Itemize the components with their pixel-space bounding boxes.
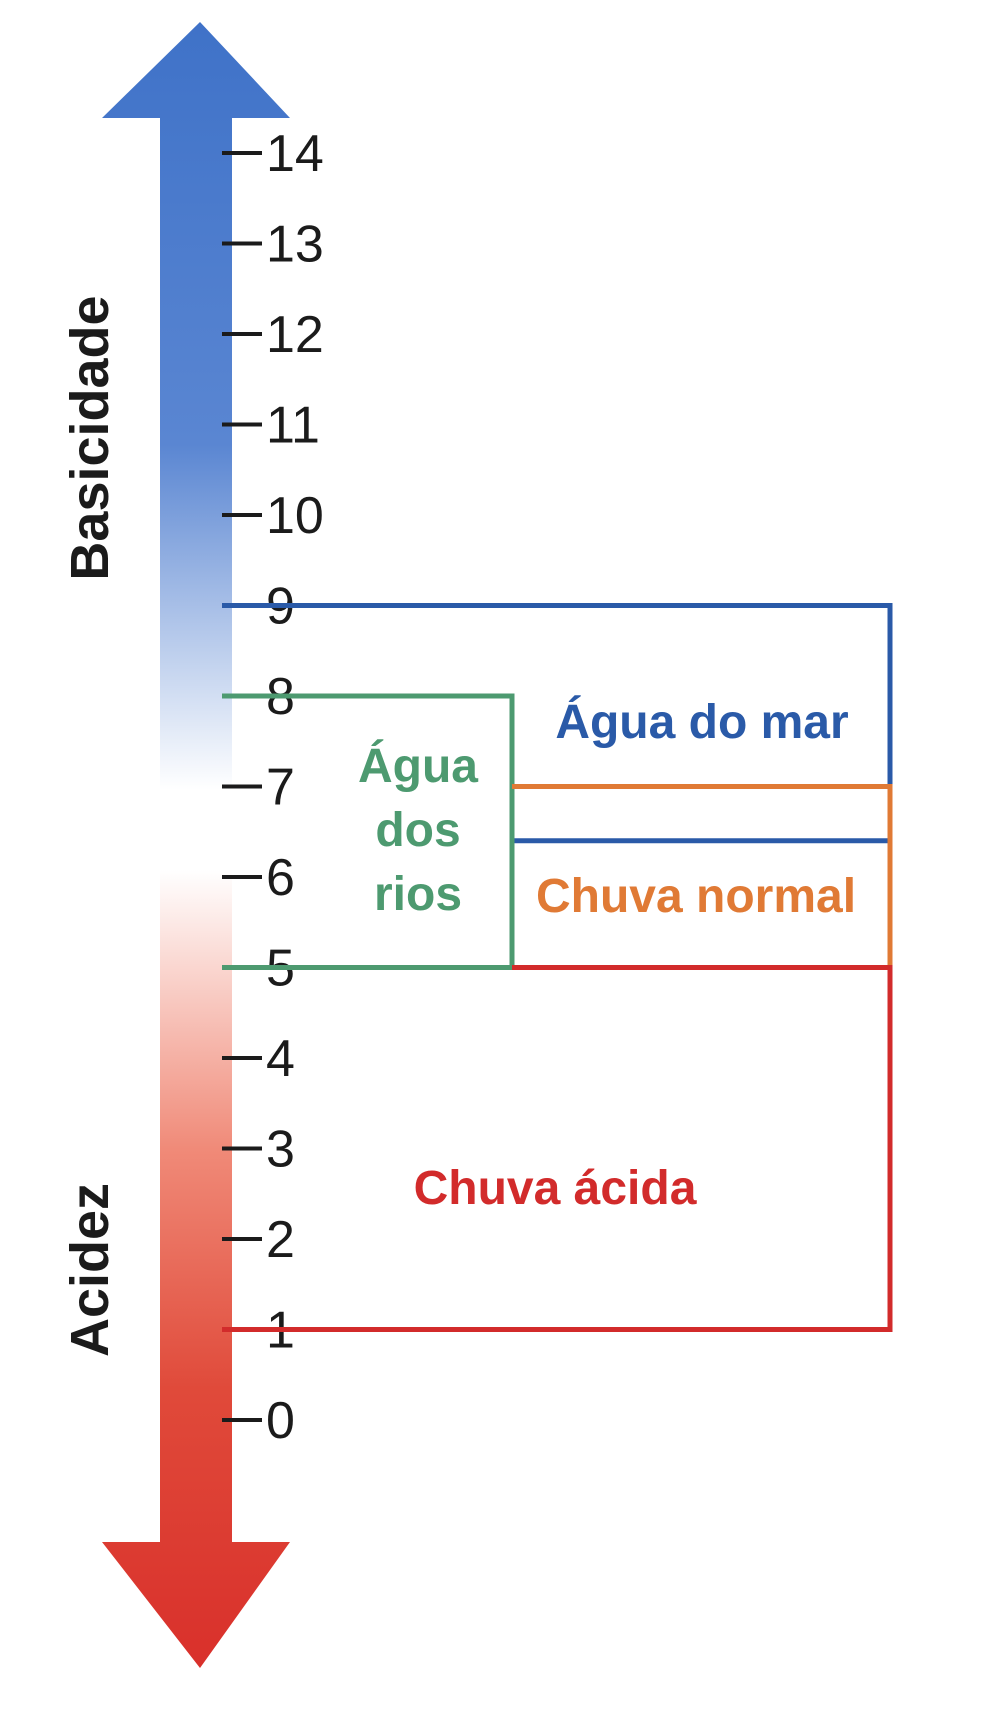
basicity-label: Basicidade [60,295,120,580]
range-agua-do-mar: Água do mar [222,603,893,844]
base-arrow-up-icon [102,22,290,790]
range-chuva-acida: Chuva ácida [222,965,893,1332]
tick-label: 10 [266,487,324,545]
tick-label: 4 [266,1030,295,1088]
tick-label: 7 [266,759,295,817]
tick-label: 6 [266,849,295,907]
tick-label: 0 [266,1392,295,1450]
range-outline [512,784,893,968]
tick-label: 13 [266,216,324,274]
acidity-label: Acidez [60,1183,120,1357]
tick-label: 11 [266,397,320,455]
range-label: dos [375,804,460,857]
tick-label: 2 [266,1211,295,1269]
range-outline [222,603,893,844]
range-label: Água do mar [555,695,848,749]
range-outline [222,965,893,1332]
acid-arrow-down-icon [102,870,290,1668]
range-agua-dos-rios: Água dos rios [222,693,515,970]
ph-ranges: Água do mar Água dos rios Chuva normal Chuva … [222,603,893,1332]
range-chuva-normal: Chuva normal [512,784,893,968]
range-label: Chuva ácida [414,1162,697,1215]
range-label: Água [358,739,478,793]
range-label: Chuva normal [536,870,856,923]
tick-label: 3 [266,1121,295,1179]
tick-label: 12 [266,306,324,364]
range-label: rios [374,868,462,921]
ph-arrow [102,22,290,1668]
tick-label: 14 [266,125,324,183]
range-outline [222,693,515,970]
